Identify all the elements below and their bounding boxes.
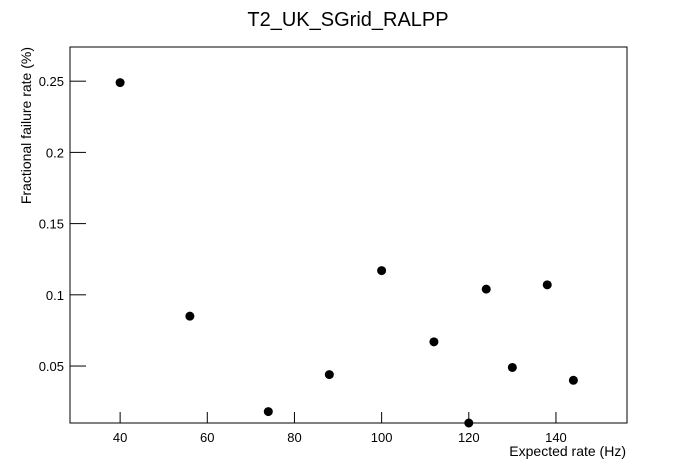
point bbox=[324, 370, 334, 380]
point bbox=[377, 266, 387, 276]
y-tick-label: 0.25 bbox=[39, 74, 64, 89]
y-tick-label: 0.2 bbox=[46, 145, 64, 160]
x-tick-label: 40 bbox=[113, 430, 127, 445]
x-tick-label: 140 bbox=[545, 430, 567, 445]
point bbox=[507, 362, 517, 372]
point bbox=[185, 311, 195, 321]
x-tick-label: 80 bbox=[287, 430, 301, 445]
point bbox=[568, 375, 578, 385]
point bbox=[464, 418, 474, 428]
x-axis-title: Expected rate (Hz) bbox=[509, 443, 626, 459]
y-tick-label: 0.1 bbox=[46, 288, 64, 303]
x-tick-label: 120 bbox=[458, 430, 480, 445]
chart-title: T2_UK_SGrid_RALPP bbox=[247, 9, 448, 31]
y-axis-title: Fractional failure rate (%) bbox=[18, 47, 34, 204]
plot-frame bbox=[69, 46, 628, 424]
point bbox=[263, 407, 273, 417]
x-tick-label: 100 bbox=[371, 430, 393, 445]
point bbox=[542, 280, 552, 290]
point bbox=[115, 78, 125, 88]
x-tick-label: 60 bbox=[200, 430, 214, 445]
y-tick-label: 0.15 bbox=[39, 217, 64, 232]
y-tick-label: 0.05 bbox=[39, 359, 64, 374]
point bbox=[429, 337, 439, 347]
point bbox=[481, 284, 491, 294]
